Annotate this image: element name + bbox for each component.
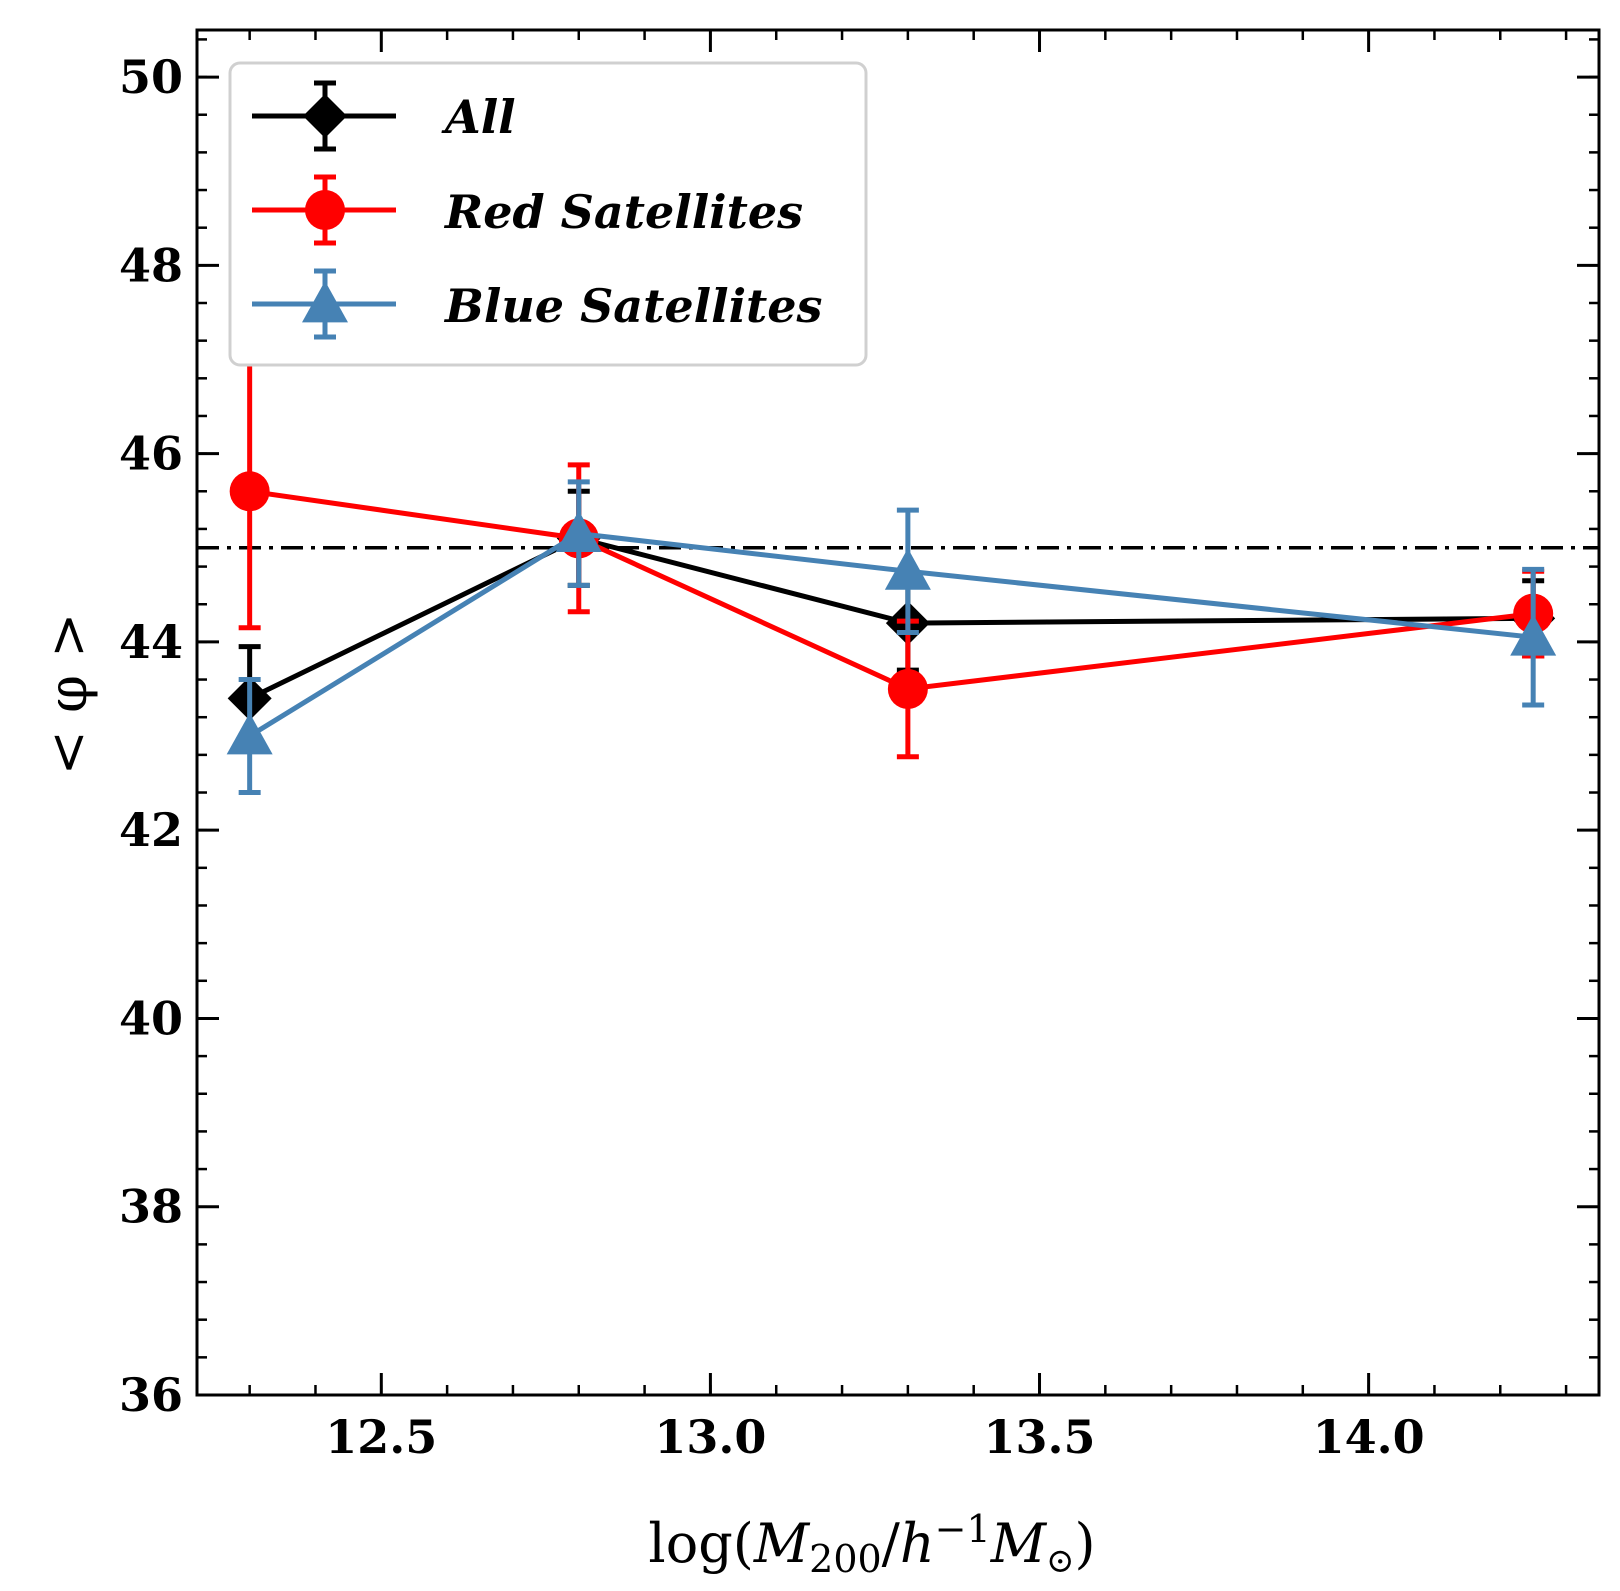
series-layer <box>226 352 1557 796</box>
y-tick-labels: 36 38 40 42 44 46 48 50 <box>119 50 183 1422</box>
legend: All Red Satellites Blue Satellites <box>228 61 868 367</box>
data-point-blue-satellites <box>226 713 273 755</box>
legend-marker-blue-satellites <box>302 281 348 323</box>
legend-marker-red-satellites <box>305 190 345 230</box>
series-blue-satellites <box>226 479 1557 796</box>
x-axis-title: log(M200/h−1M⊙) <box>648 1507 1095 1581</box>
x-tick-labels: 12.5 13.0 13.5 14.0 <box>325 1410 1424 1464</box>
x-tick-label: 13.5 <box>983 1410 1095 1464</box>
y-tick-label: 42 <box>119 803 183 857</box>
legend-label-blue-satellites: Blue Satellites <box>443 279 822 333</box>
legend-frame <box>228 61 868 367</box>
data-point-red-satellites <box>887 668 928 709</box>
y-tick-label: 40 <box>119 991 183 1045</box>
y-tick-label: 48 <box>119 238 183 292</box>
data-point-red-satellites <box>229 471 270 512</box>
major-ticks <box>197 30 1599 1397</box>
series-line-red-satellites <box>249 488 1534 692</box>
y-tick-label: 44 <box>119 615 183 669</box>
y-axis-title: < φ > <box>36 613 99 776</box>
legend-marker-all <box>303 94 347 138</box>
data-point-blue-satellites <box>1510 614 1557 656</box>
series-line-blue-satellites <box>248 531 1534 739</box>
legend-label-red-satellites: Red Satellites <box>443 185 803 239</box>
axes-frame <box>195 28 1601 1397</box>
series-line-all <box>248 535 1534 701</box>
y-tick-label: 50 <box>119 50 183 104</box>
y-tick-label: 36 <box>119 1368 183 1422</box>
x-tick-label: 12.5 <box>325 1410 437 1464</box>
x-tick-label: 13.0 <box>654 1410 766 1464</box>
legend-handles <box>252 80 396 340</box>
data-point-blue-satellites <box>555 510 602 553</box>
data-point-blue-satellites <box>884 548 931 590</box>
y-tick-label: 38 <box>119 1180 183 1234</box>
legend-label-all: All <box>441 90 516 144</box>
y-tick-label: 46 <box>119 427 183 481</box>
x-tick-label: 14.0 <box>1313 1410 1425 1464</box>
